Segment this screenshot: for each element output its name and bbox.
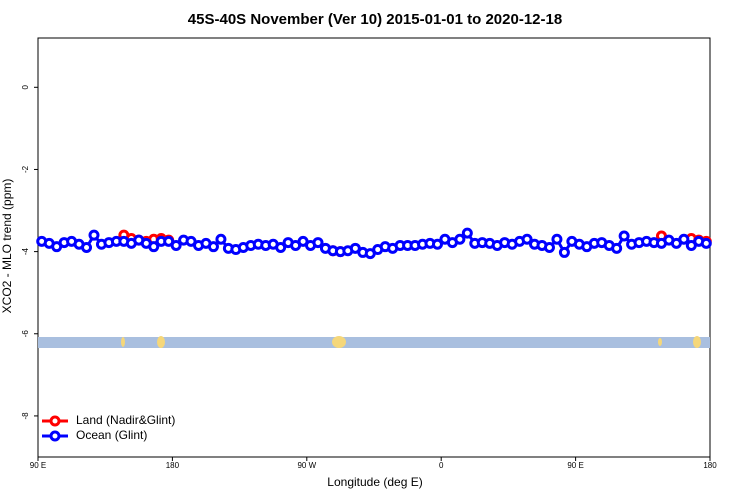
y-tick-label: -2 [21, 165, 30, 173]
land-patch [658, 338, 662, 346]
x-axis-label: Longitude (deg E) [327, 475, 422, 489]
x-tick-label: 90 E [30, 461, 46, 470]
legend-label: Ocean (Glint) [76, 428, 147, 442]
y-tick-label: -4 [21, 248, 30, 256]
point [551, 233, 563, 245]
point [700, 237, 712, 249]
chart-title: 45S-40S November (Ver 10) 2015-01-01 to … [188, 11, 562, 28]
point [275, 242, 287, 253]
point [678, 233, 690, 245]
point [543, 242, 555, 253]
point [431, 238, 443, 250]
point [215, 233, 227, 245]
x-tick-label: 180 [166, 461, 180, 470]
surface-strip [38, 336, 710, 348]
point [558, 246, 570, 258]
x-tick-label: 180 [703, 461, 717, 470]
plot-frame [37, 37, 711, 458]
legend-label: Land (Nadir&Glint) [76, 413, 175, 427]
land-patch [332, 336, 346, 348]
y-axis-label: XCO2 - MLO trend (ppm) [0, 179, 14, 314]
legend-marker [49, 415, 61, 427]
point [618, 230, 630, 242]
point [148, 241, 160, 253]
land-patch [693, 336, 701, 348]
point [81, 242, 93, 253]
land-patch [157, 336, 165, 348]
point [170, 239, 182, 251]
y-tick-label: -8 [21, 412, 30, 420]
point [461, 227, 473, 239]
point [88, 229, 100, 241]
point [521, 233, 533, 245]
point [611, 242, 623, 254]
x-tick-label: 90 W [297, 461, 316, 470]
x-tick-label: 0 [439, 461, 444, 470]
legend-marker [49, 430, 61, 442]
x-tick-label: 90 E [567, 461, 583, 470]
y-tick-label: -6 [21, 330, 30, 338]
point [312, 237, 324, 249]
land-patch [121, 337, 125, 347]
point [207, 241, 219, 253]
y-tick-label: 0 [21, 85, 30, 90]
ocean-strip [38, 337, 710, 348]
point [454, 233, 466, 245]
